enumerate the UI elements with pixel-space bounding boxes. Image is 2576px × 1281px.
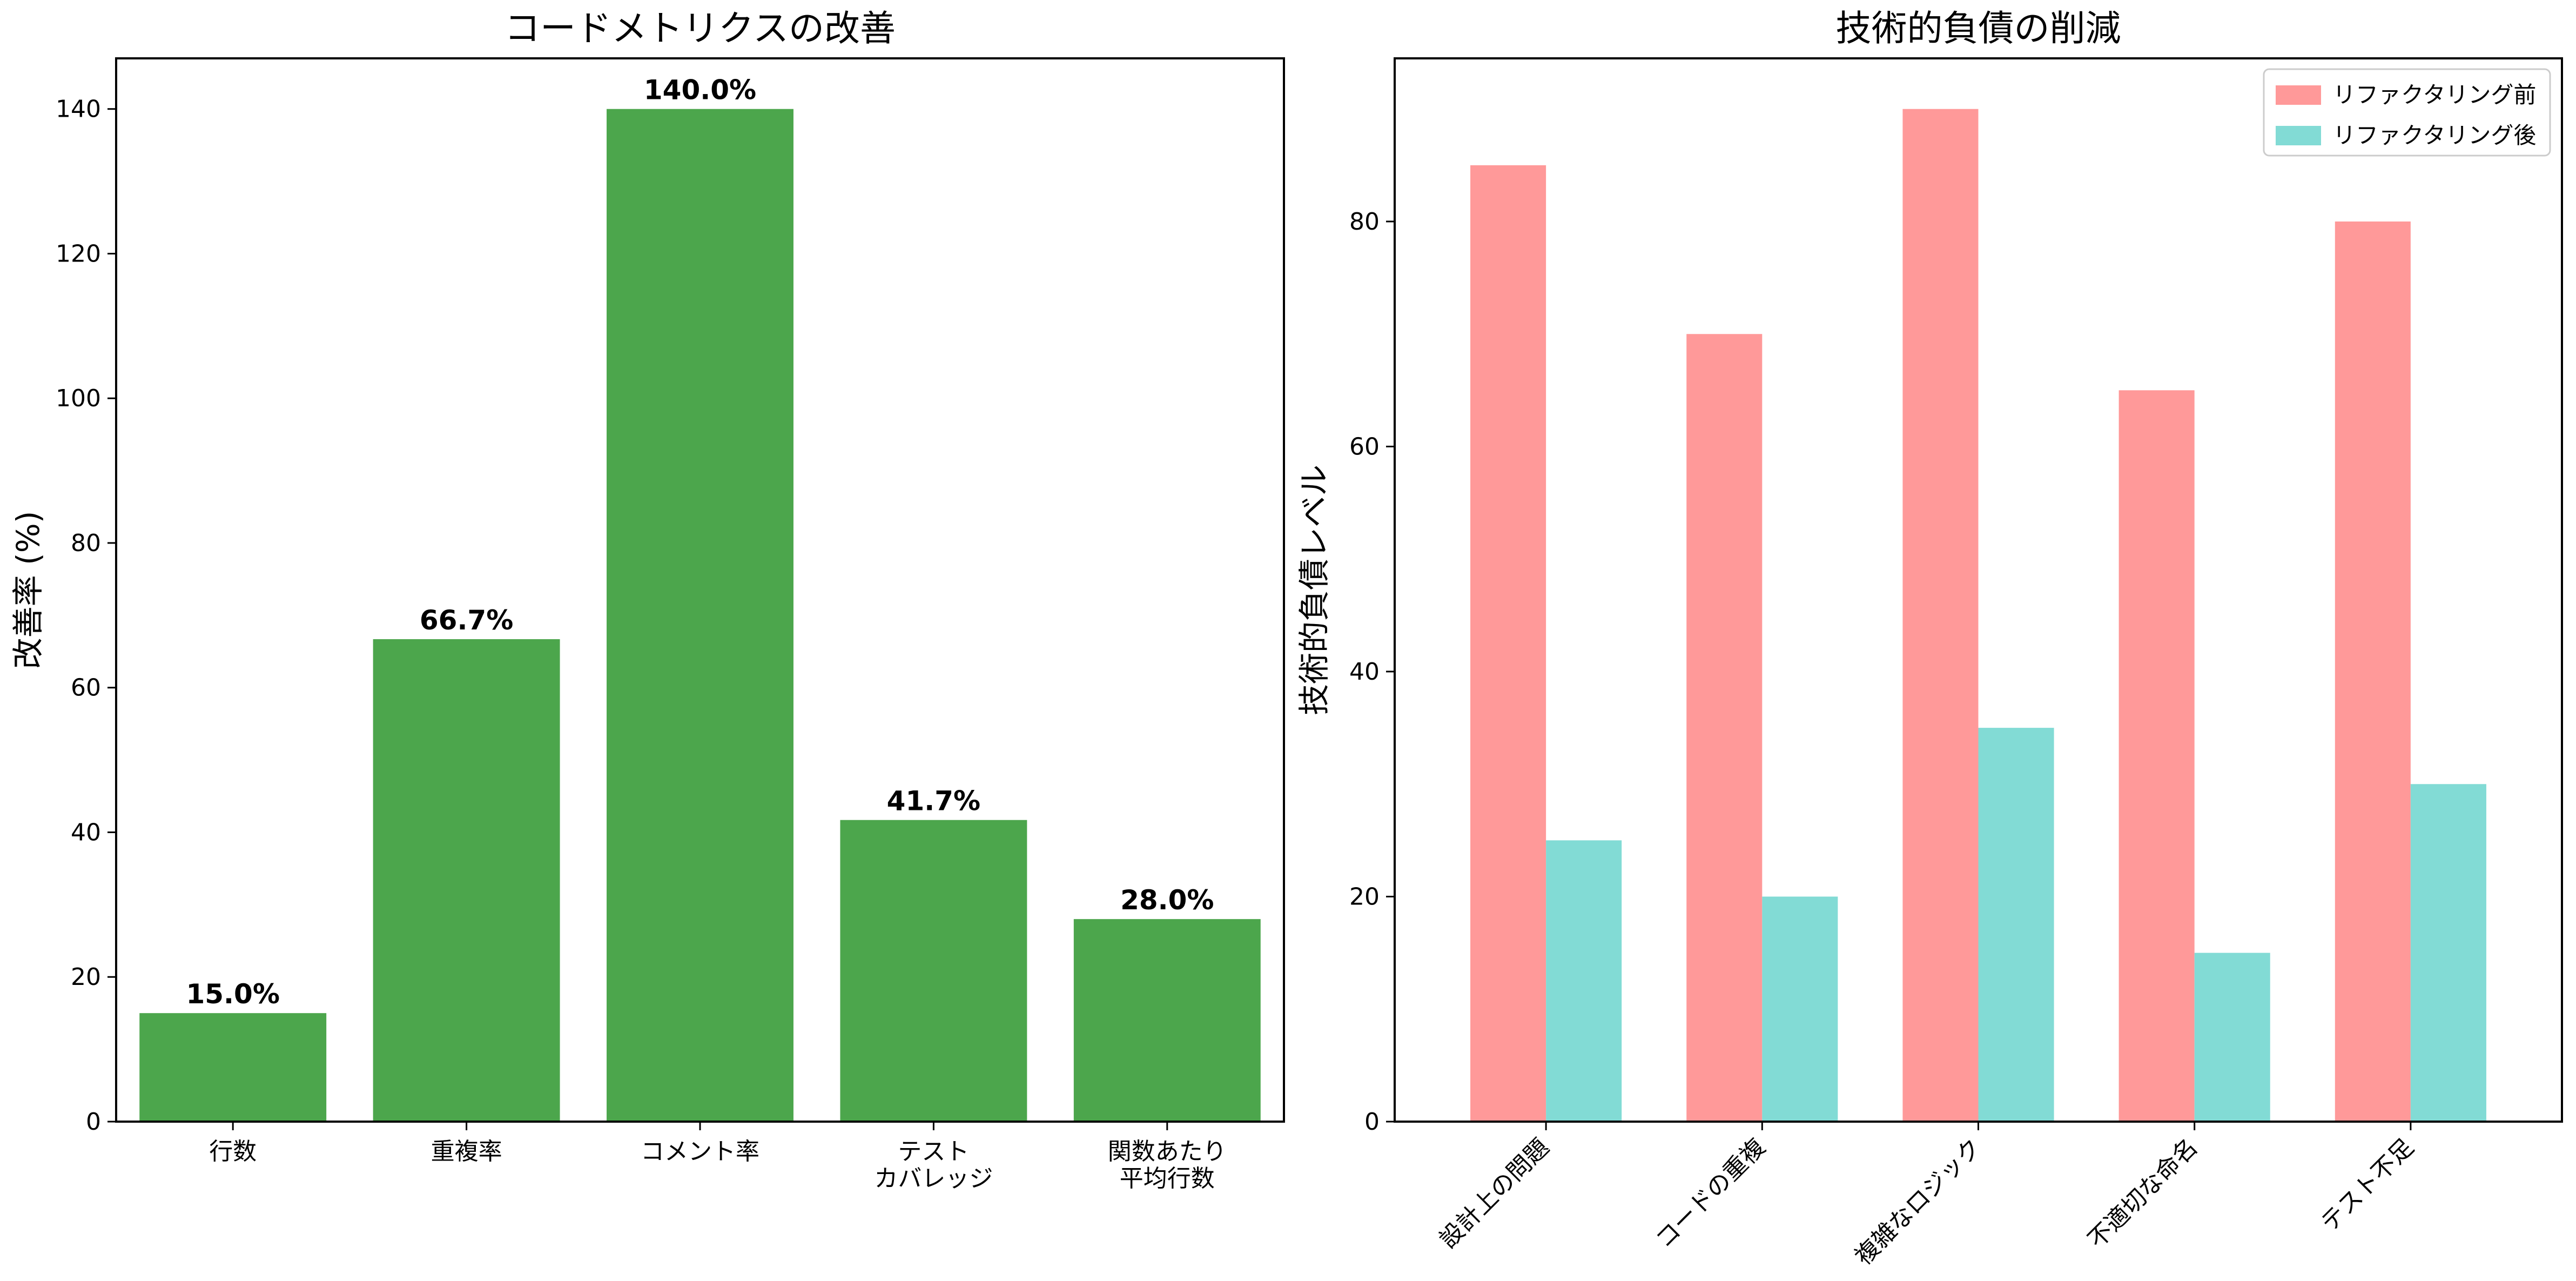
- bar: [2335, 221, 2411, 1122]
- bar: [1978, 728, 2054, 1122]
- bar: [2410, 784, 2486, 1122]
- bar: [1470, 165, 1546, 1122]
- y-tick-label: 20: [71, 963, 101, 991]
- tech-debt-chart: 技術的負債の削減 技術的負債レベル 設計上の問題 コードの重複 複雑なロジック 不適切…: [1296, 8, 2563, 1271]
- bar: [607, 109, 793, 1122]
- y-axis-label: 技術的負債レベル: [1296, 465, 1333, 715]
- x-tick-label: 関数あたり平均行数: [1108, 1138, 1227, 1192]
- bar: [1686, 334, 1763, 1122]
- y-tick-label: 40: [1349, 658, 1380, 686]
- bar: [2194, 953, 2270, 1122]
- legend-swatch: [2276, 126, 2321, 145]
- y-tick-label: 80: [1349, 208, 1380, 236]
- x-tick-label: テストカバレッジ: [874, 1138, 993, 1192]
- x-tick-label: 設計上の問題: [1434, 1134, 1555, 1254]
- x-tick-label: コメント率: [641, 1138, 759, 1165]
- bar: [1546, 840, 1622, 1122]
- legend-label: リファクタリング前: [2333, 82, 2536, 108]
- data-label: 66.7%: [420, 605, 513, 636]
- bar: [139, 1013, 327, 1122]
- y-tick-label: 60: [1349, 433, 1380, 460]
- data-label: 41.7%: [887, 786, 980, 817]
- y-tick-label: 120: [56, 240, 101, 267]
- bar: [1762, 896, 1838, 1122]
- y-tick-label: 20: [1349, 883, 1380, 910]
- plot-area: 設計上の問題 コードの重複 複雑なロジック 不適切な命名 テスト不足 0 20 40 60 80: [1349, 57, 2563, 1271]
- bar: [1073, 919, 1261, 1122]
- plot-area: 15.0% 行数 66.7% 重複率 140.0% コメント率 41.7% テストカバレッジ 2…: [56, 57, 1285, 1192]
- legend-swatch: [2276, 85, 2321, 105]
- data-label: 15.0%: [186, 978, 279, 1010]
- y-tick-label: 60: [71, 674, 101, 702]
- y-tick-label: 0: [1364, 1108, 1380, 1136]
- plot-frame: [1394, 57, 2563, 1123]
- y-tick-label: 80: [71, 529, 101, 557]
- bar: [2118, 390, 2195, 1122]
- y-tick-label: 0: [86, 1108, 101, 1136]
- bar: [373, 639, 560, 1122]
- data-label: 140.0%: [644, 75, 756, 106]
- y-axis-label: 改善率 (%): [10, 511, 46, 669]
- legend-box: [2263, 68, 2551, 157]
- y-tick-label: 100: [56, 385, 101, 412]
- bar: [840, 820, 1027, 1122]
- x-tick-label: 行数: [209, 1138, 257, 1165]
- bar: [1902, 109, 1979, 1122]
- chart-title: コードメトリクスの改善: [505, 8, 896, 49]
- legend-label: リファクタリング後: [2333, 122, 2536, 149]
- x-tick-label: テスト不足: [2316, 1134, 2419, 1237]
- x-tick-label: コードの重複: [1650, 1134, 1771, 1254]
- data-label: 28.0%: [1120, 884, 1214, 916]
- chart-title: 技術的負債の削減: [1836, 8, 2121, 49]
- y-tick-label: 140: [56, 96, 101, 123]
- x-tick-label: 不適切な命名: [2083, 1134, 2203, 1254]
- plot-frame: [115, 57, 1285, 1123]
- x-tick-label: 重複率: [431, 1138, 502, 1165]
- x-tick-label: 複雑なロジック: [1849, 1134, 1987, 1271]
- code-metrics-chart: コードメトリクスの改善 改善率 (%) 15.0% 行数 66.7% 重複率 140.0…: [10, 8, 1285, 1192]
- y-tick-label: 40: [71, 819, 101, 846]
